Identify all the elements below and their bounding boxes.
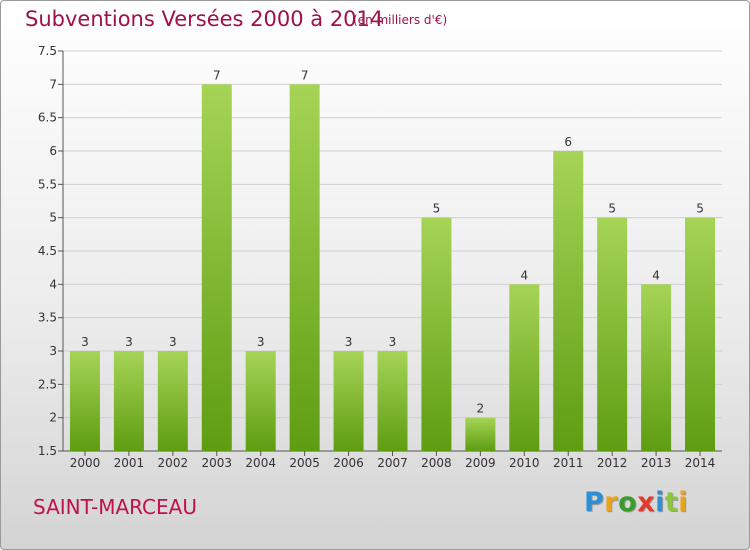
bar-2003	[201, 84, 232, 451]
x-tick-label-2006: 2006	[333, 456, 364, 470]
y-tick-label: 6	[49, 144, 57, 158]
bar-2012	[597, 217, 628, 451]
bar-2013	[641, 284, 672, 451]
x-tick-label-2004: 2004	[245, 456, 276, 470]
x-tick-label-2011: 2011	[553, 456, 584, 470]
logo-letter: x	[637, 487, 656, 518]
x-tick-label-2014: 2014	[685, 456, 716, 470]
data-label-2009: 2	[477, 402, 485, 416]
logo-letter: i	[655, 487, 665, 518]
bar-2007	[377, 351, 408, 451]
x-tick-label-2010: 2010	[509, 456, 540, 470]
data-label-2012: 5	[608, 202, 616, 216]
y-tick-label: 5.5	[38, 177, 57, 191]
y-tick-label: 5	[49, 211, 57, 225]
bar-2002	[157, 351, 188, 451]
data-label-2003: 7	[213, 68, 221, 82]
proxiti-logo: Proxiti	[584, 487, 688, 518]
data-label-2001: 3	[125, 335, 133, 349]
bar-2006	[333, 351, 364, 451]
bar-2008	[421, 217, 452, 451]
x-tick-label-2013: 2013	[641, 456, 672, 470]
y-tick-label: 7	[49, 77, 57, 91]
logo-letter: P	[584, 487, 605, 518]
data-label-2000: 3	[81, 335, 89, 349]
bar-2005	[289, 84, 320, 451]
y-tick-label: 4.5	[38, 244, 57, 258]
x-tick-label-2007: 2007	[377, 456, 408, 470]
data-label-2005: 7	[301, 68, 309, 82]
data-label-2010: 4	[520, 268, 528, 282]
bar-2010	[509, 284, 540, 451]
y-tick-label: 6.5	[38, 111, 57, 125]
y-tick-label: 3	[49, 344, 57, 358]
logo-letter: i	[678, 487, 689, 518]
data-label-2011: 6	[564, 135, 572, 149]
y-tick-label: 4	[49, 277, 57, 291]
data-label-2004: 3	[257, 335, 265, 349]
data-label-2008: 5	[433, 202, 441, 216]
chart-title: Subventions Versées 2000 à 2014	[25, 7, 384, 31]
y-tick-label: 3.5	[38, 311, 57, 325]
data-label-2014: 5	[696, 202, 704, 216]
bar-2001	[113, 351, 144, 451]
x-tick-label-2009: 2009	[465, 456, 496, 470]
bar-2014	[685, 217, 716, 451]
chart-unit: (en milliers d'€)	[353, 13, 448, 27]
x-tick-label-2012: 2012	[597, 456, 628, 470]
bar-2004	[245, 351, 276, 451]
bar-2009	[465, 417, 496, 451]
commune-name: SAINT-MARCEAU	[33, 495, 197, 519]
x-tick-label-2001: 2001	[114, 456, 145, 470]
data-label-2013: 4	[652, 268, 660, 282]
logo-letter: r	[604, 487, 619, 518]
x-tick-label-2008: 2008	[421, 456, 452, 470]
logo-letter: t	[664, 487, 679, 518]
bar-2000	[69, 351, 100, 451]
data-label-2006: 3	[345, 335, 353, 349]
data-label-2007: 3	[389, 335, 397, 349]
x-tick-label-2005: 2005	[289, 456, 320, 470]
bar-2011	[553, 151, 584, 451]
x-tick-label-2003: 2003	[201, 456, 232, 470]
x-tick-label-2000: 2000	[70, 456, 101, 470]
data-label-2002: 3	[169, 335, 177, 349]
logo-letter: o	[618, 487, 638, 518]
y-tick-label: 2.5	[38, 377, 57, 391]
y-tick-label: 7.5	[38, 44, 57, 58]
y-tick-label: 2	[49, 411, 57, 425]
x-tick-label-2002: 2002	[158, 456, 189, 470]
y-tick-label: 1.5	[38, 444, 57, 458]
